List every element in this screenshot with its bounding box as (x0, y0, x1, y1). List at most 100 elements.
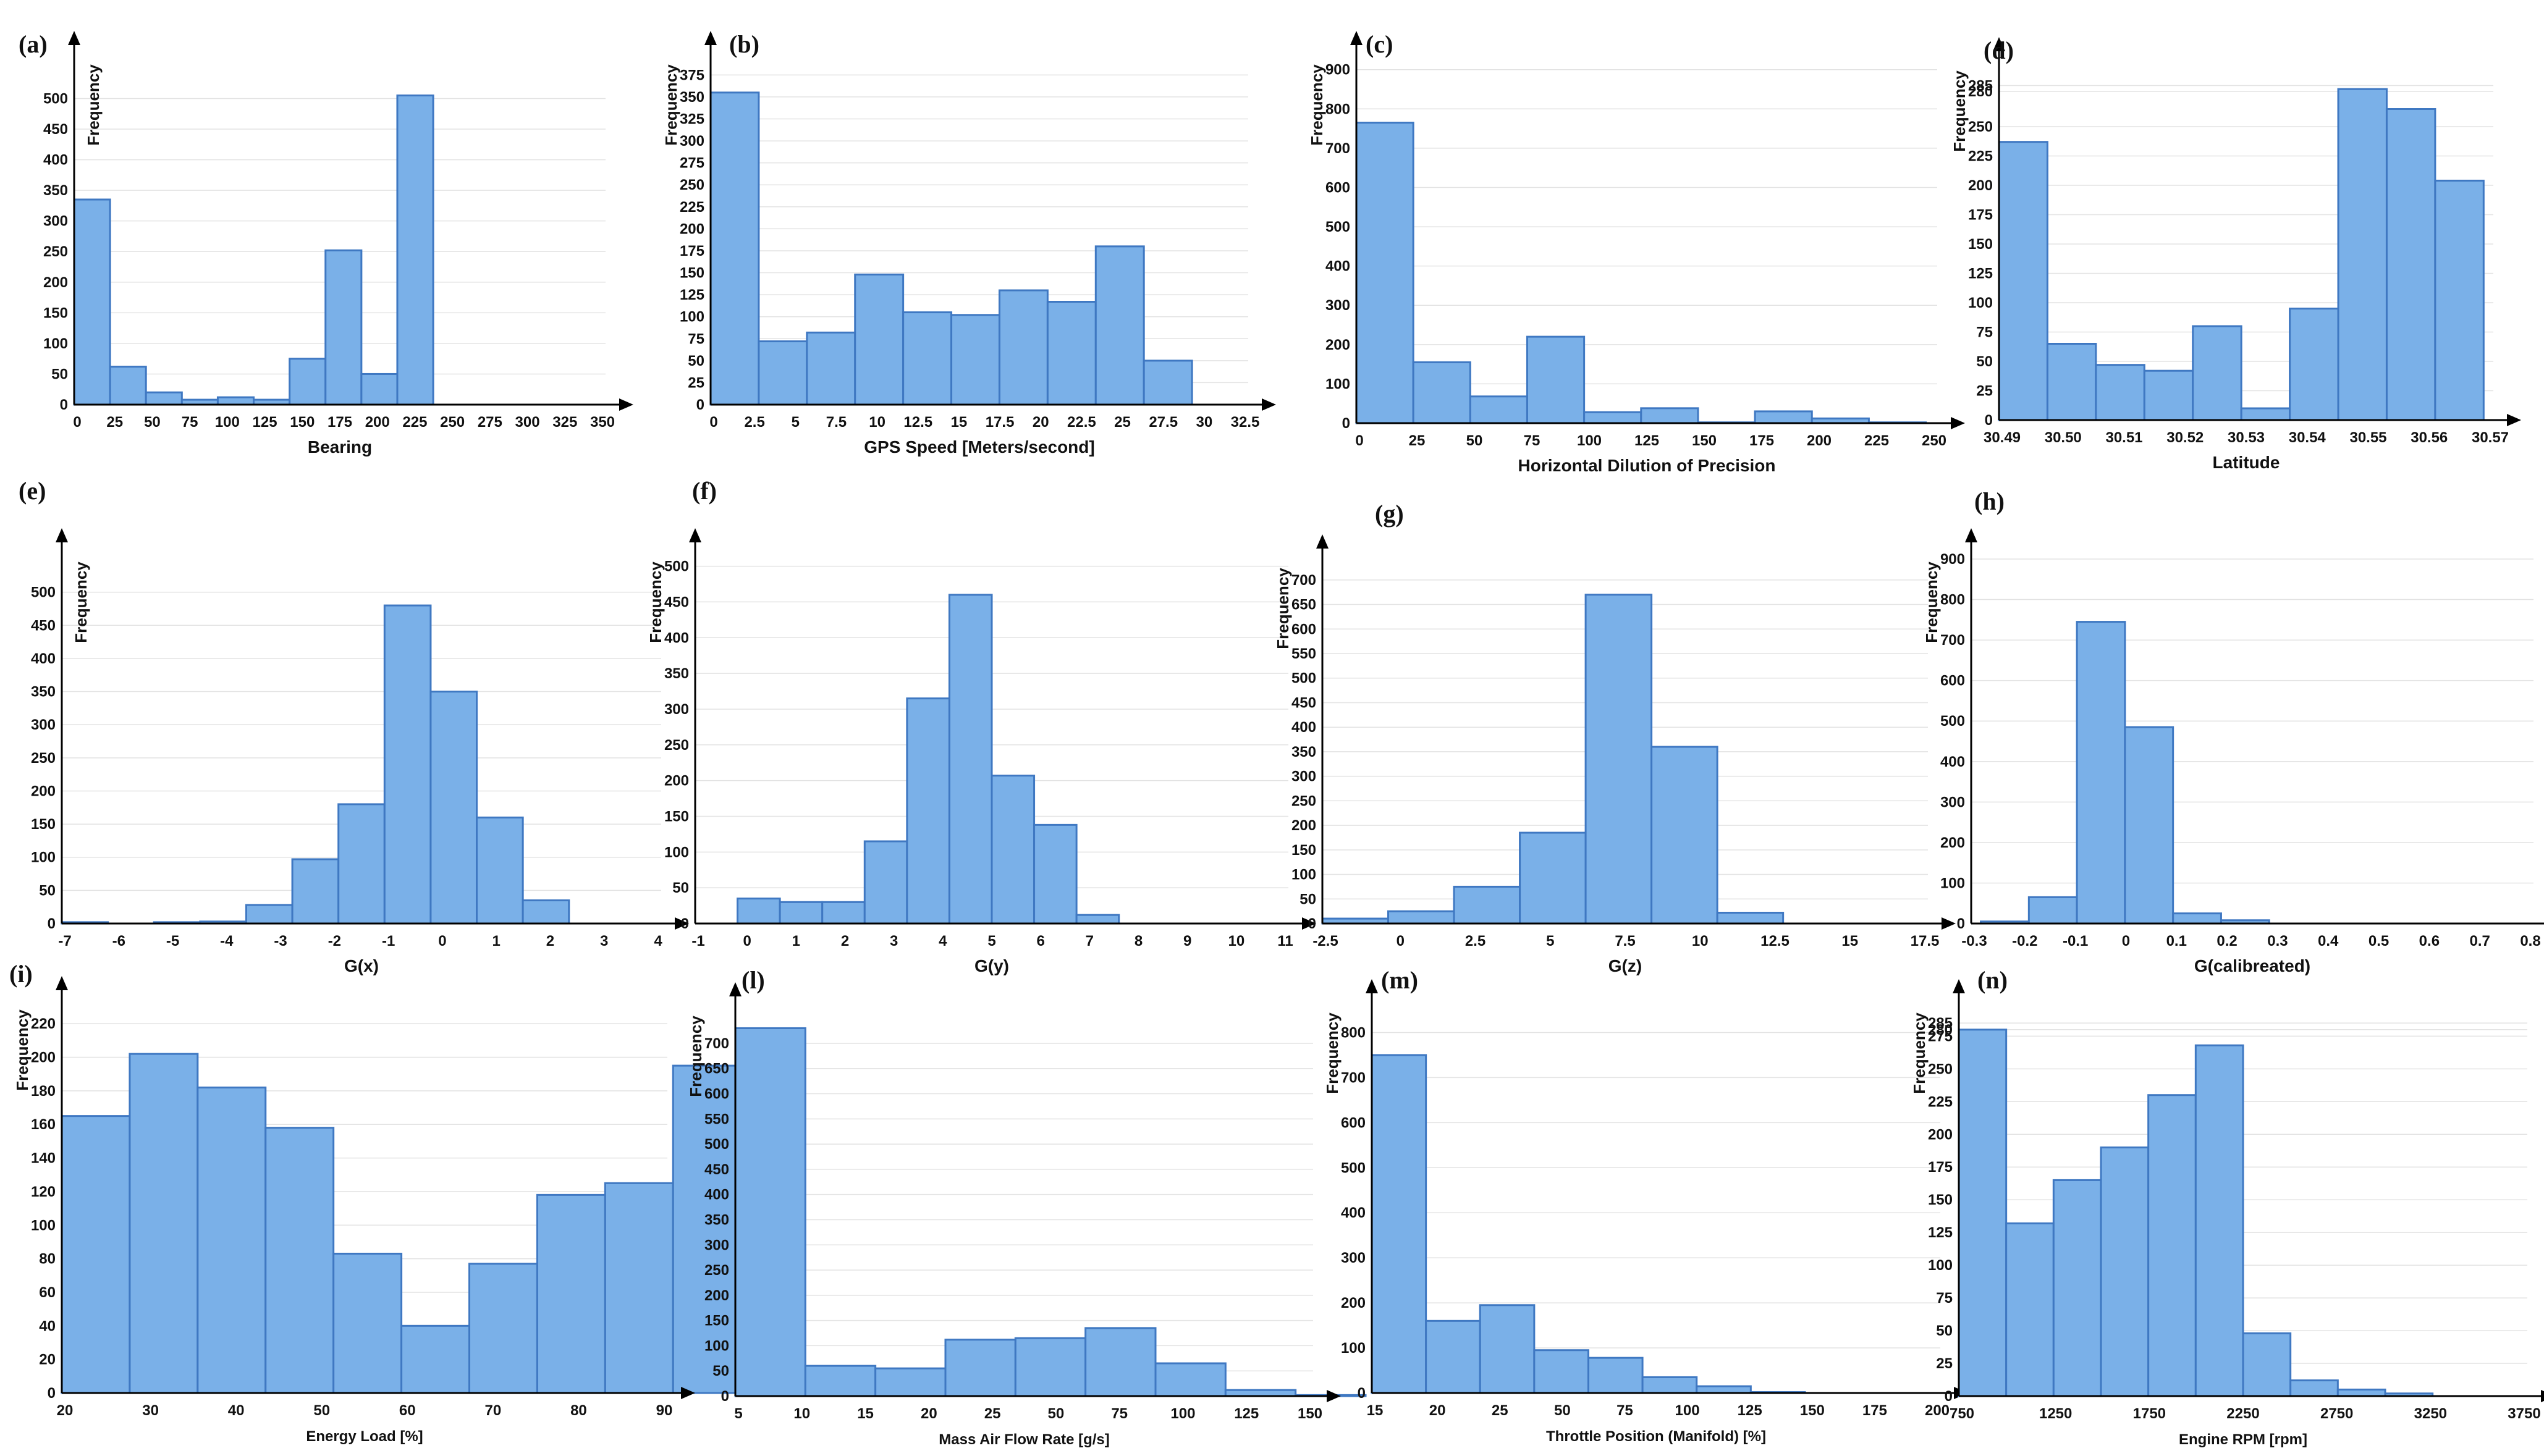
y-tick-label: 100 (1940, 875, 1965, 891)
histogram-bar (1014, 1337, 1087, 1397)
panel-label: (n) (1977, 966, 2008, 994)
x-tick-label: 0.5 (2369, 933, 2389, 949)
x-tick-label: 2.5 (744, 414, 764, 431)
histogram-bar (522, 899, 570, 925)
x-tick-label: 15 (951, 414, 968, 431)
x-tick-label: 10 (869, 414, 885, 431)
panel-label: (l) (742, 966, 765, 994)
x-tick-label: 30.54 (2289, 429, 2326, 446)
y-tick-label: 0 (681, 915, 689, 932)
x-tick-label: 50 (144, 414, 161, 431)
panel-label: (d) (1984, 36, 2014, 64)
y-tick-label: 500 (43, 90, 68, 107)
x-tick-label: 0.1 (2166, 933, 2187, 949)
x-tick-label: 0 (1397, 933, 1405, 949)
y-tick-label: 800 (1341, 1024, 1366, 1041)
y-tick-label: 150 (1928, 1192, 1953, 1208)
histogram-bar (291, 858, 340, 925)
histogram-bar (383, 604, 432, 925)
x-tick-label: 15 (1367, 1402, 1384, 1419)
x-tick-label: 125 (1738, 1402, 1762, 1419)
y-tick-label: 200 (31, 783, 56, 799)
histogram-bar (950, 314, 1000, 406)
x-tick-label: -1 (691, 933, 704, 949)
y-tick-label: 150 (43, 305, 68, 321)
histogram-bar (1154, 1362, 1227, 1397)
y-tick-label: 300 (31, 717, 56, 733)
x-tick-label: 20 (1033, 414, 1049, 431)
y-tick-label: 220 (31, 1016, 56, 1032)
histogram-bar (874, 1367, 947, 1397)
y-tick-label: 25 (688, 374, 704, 391)
x-axis-label: Energy Load [%] (306, 1428, 423, 1445)
x-tick-label: -0.2 (2012, 933, 2037, 949)
histogram-bar (1526, 335, 1586, 424)
y-tick-label: 250 (1291, 793, 1316, 809)
y-axis-label: Frequency (1308, 64, 1326, 146)
y-tick-label: 350 (31, 684, 56, 701)
x-tick-label: -5 (166, 933, 179, 949)
x-tick-label: 12.5 (1760, 933, 1790, 949)
x-tick-label: 175 (328, 414, 352, 431)
histogram-bar (1425, 1319, 1481, 1394)
y-axis-label: Frequency (72, 562, 90, 643)
y-tick-label: 650 (704, 1061, 729, 1077)
histogram-bar (429, 691, 478, 925)
y-tick-label: 50 (1976, 353, 1993, 370)
y-tick-label: 0 (721, 1388, 729, 1405)
histogram-bar (2005, 1222, 2055, 1397)
y-tick-label: 600 (704, 1086, 729, 1103)
y-tick-label: 200 (1968, 177, 1993, 194)
x-axis-arrow-icon (619, 398, 633, 411)
y-tick-label: 500 (31, 584, 56, 601)
histogram-bar (2046, 343, 2097, 421)
y-tick-label: 350 (704, 1211, 729, 1228)
chart-panel-h: 0 100 200 300 400 500 600 700 800 900 -0.3 -0.2 -0.1… (1922, 487, 2544, 975)
y-tick-label: 200 (1341, 1295, 1366, 1311)
x-tick-label: 27.5 (1149, 414, 1178, 431)
histogram-bar (2124, 726, 2174, 925)
x-tick-label: 150 (1692, 432, 1717, 449)
x-tick-label: 7.5 (1615, 933, 1635, 949)
y-axis-label: Frequency (1950, 70, 1969, 152)
y-tick-label: 100 (1968, 295, 1993, 311)
y-axis-arrow-icon (1953, 979, 1965, 993)
histogram-bar (2192, 325, 2242, 421)
x-tick-label: 9 (1183, 933, 1191, 949)
y-tick-label: 325 (680, 111, 704, 128)
y-tick-label: 900 (1325, 62, 1350, 78)
y-tick-label: 550 (1291, 646, 1316, 662)
x-axis-arrow-icon (2541, 1390, 2544, 1402)
x-tick-label: 5 (1546, 933, 1554, 949)
x-tick-label: 80 (570, 1402, 587, 1419)
x-tick-label: 17.5 (986, 414, 1015, 431)
y-tick-label: 200 (43, 274, 68, 291)
y-tick-label: 150 (1968, 236, 1993, 253)
x-tick-label: 5 (792, 414, 800, 431)
x-tick-label: 3750 (2508, 1405, 2540, 1422)
y-tick-label: 120 (31, 1184, 56, 1200)
y-tick-label: 700 (1940, 632, 1965, 649)
x-tick-label: 100 (1675, 1402, 1700, 1419)
x-tick-label: 0.8 (2520, 933, 2540, 949)
x-tick-label: 150 (1800, 1402, 1825, 1419)
histogram-bar (1998, 141, 2048, 421)
y-tick-label: 225 (680, 199, 704, 216)
y-tick-label: 800 (1940, 592, 1965, 608)
histogram-bar (863, 840, 908, 925)
histogram-bar (1412, 361, 1471, 424)
x-tick-label: 30.56 (2411, 429, 2448, 446)
x-tick-label: 0.6 (2419, 933, 2440, 949)
histogram-bar (944, 1339, 1016, 1397)
y-tick-label: 450 (43, 121, 68, 138)
panel-label: (e) (19, 477, 46, 505)
x-tick-label: 50 (1048, 1405, 1065, 1422)
x-tick-label: 100 (1577, 432, 1602, 449)
x-tick-label: 11 (1277, 933, 1293, 949)
histogram-bar (2052, 1179, 2102, 1397)
y-tick-label: 140 (31, 1150, 56, 1167)
y-tick-label: 60 (39, 1284, 56, 1301)
x-tick-label: 17.5 (1911, 933, 1940, 949)
y-tick-label: 100 (31, 1217, 56, 1234)
